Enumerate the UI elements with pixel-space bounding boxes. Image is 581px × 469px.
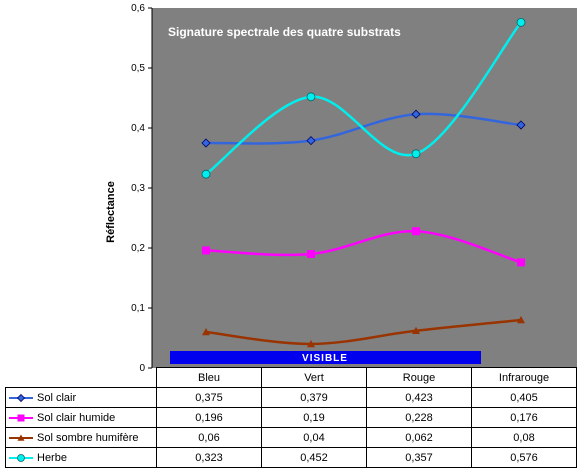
legend-key-marker — [17, 453, 25, 462]
y-tick-label: 0,4 — [131, 123, 145, 134]
x-category-label: Bleu — [156, 367, 262, 388]
series-3-point-0 — [201, 169, 211, 179]
x-category-label: Infrarouge — [471, 367, 577, 388]
series-1-point-1 — [307, 250, 315, 258]
legend-key-marker — [16, 393, 26, 402]
x-category-label: Rouge — [366, 367, 472, 388]
legend-entry-label: Herbe — [37, 451, 67, 464]
table-cell: 0,423 — [366, 387, 472, 408]
visible-band — [170, 351, 481, 364]
table-cell: 0,176 — [471, 407, 577, 428]
series-1-point-3 — [517, 258, 525, 267]
y-tick-label: 0,6 — [131, 3, 145, 14]
series-layer — [201, 17, 526, 348]
legend-key-circle-icon — [9, 453, 33, 462]
legend-key-triangle-icon — [9, 434, 33, 441]
y-axis-ticks: 00,10,20,30,40,50,6 — [131, 3, 152, 374]
table-row: Sol clair 0,375 0,379 0,423 0,405 — [5, 387, 577, 408]
data-table: Bleu Vert Rouge Infrarouge Sol clair 0,375 0,3… — [5, 367, 577, 468]
y-tick-label: 0,5 — [131, 63, 145, 74]
legend-key-diamond-icon — [9, 393, 33, 402]
table-row: Herbe 0,323 0,452 0,357 0,576 — [5, 447, 577, 468]
legend-entry: Sol clair — [5, 387, 157, 408]
legend-entry: Sol sombre humifère — [5, 427, 157, 448]
visible-band-label: VISIBLE — [302, 353, 348, 364]
series-line-2 — [205, 318, 522, 346]
table-cell: 0,375 — [156, 387, 262, 408]
series-3-point-2 — [411, 149, 421, 159]
series-2-point-3 — [517, 316, 525, 324]
y-tick-label: 0,2 — [131, 243, 145, 254]
table-cell: 0,196 — [156, 407, 262, 428]
table-corner — [5, 367, 157, 388]
series-line-1 — [205, 229, 522, 264]
chart-title: Signature spectrale des quatre substrats — [168, 25, 401, 39]
series-3-point-3 — [516, 17, 526, 27]
series-0-point-0 — [201, 138, 211, 148]
table-cell: 0,08 — [471, 427, 577, 448]
legend-key-marker — [17, 434, 25, 441]
series-1-point-0 — [202, 246, 210, 255]
y-axis-label: Réflectance — [105, 181, 117, 243]
table-cell: 0,06 — [156, 427, 262, 448]
series-0-point-3 — [516, 120, 526, 130]
series-line-3 — [205, 21, 522, 176]
table-cell: 0,405 — [471, 387, 577, 408]
table-cell: 0,357 — [366, 447, 472, 468]
legend-key-marker — [17, 414, 25, 422]
table-row: Sol sombre humifère 0,06 0,04 0,062 0,08 — [5, 427, 577, 448]
legend-entry: Sol clair humide — [5, 407, 157, 428]
series-0-point-2 — [411, 109, 421, 119]
legend-entry-label: Sol clair — [37, 391, 77, 404]
series-2-point-0 — [202, 328, 210, 336]
series-line-0 — [205, 112, 522, 145]
series-1-point-2 — [412, 227, 420, 236]
legend-key-square-icon — [9, 414, 33, 422]
table-cell: 0,452 — [261, 447, 367, 468]
legend-entry: Herbe — [5, 447, 157, 468]
table-cell: 0,576 — [471, 447, 577, 468]
table-cell: 0,323 — [156, 447, 262, 468]
table-header-row: Bleu Vert Rouge Infrarouge — [5, 367, 577, 388]
series-2-point-1 — [307, 340, 315, 348]
legend-entry-label: Sol sombre humifère — [37, 431, 139, 444]
series-2-point-2 — [412, 326, 420, 334]
y-tick-label: 0,1 — [131, 303, 145, 314]
plot-area — [152, 8, 577, 368]
table-row: Sol clair humide 0,196 0,19 0,228 0,176 — [5, 407, 577, 428]
y-tick-label: 0,3 — [131, 183, 145, 194]
x-category-label: Vert — [261, 367, 367, 388]
legend-entry-label: Sol clair humide — [37, 411, 116, 424]
table-cell: 0,379 — [261, 387, 367, 408]
table-cell: 0,228 — [366, 407, 472, 428]
table-cell: 0,04 — [261, 427, 367, 448]
table-cell: 0,062 — [366, 427, 472, 448]
series-3-point-1 — [306, 92, 316, 102]
table-cell: 0,19 — [261, 407, 367, 428]
series-0-point-1 — [306, 136, 316, 146]
